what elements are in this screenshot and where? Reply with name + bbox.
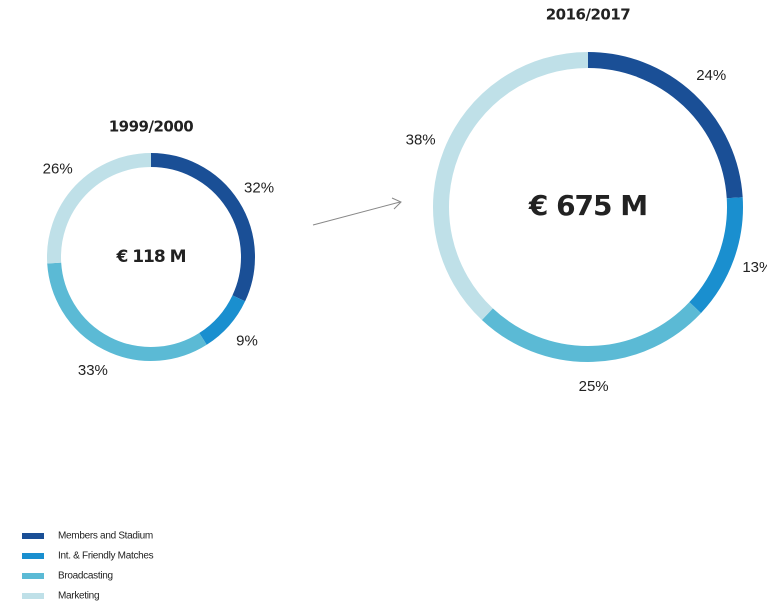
- value-label: 33%: [78, 362, 108, 379]
- total-label: € 118 M: [115, 247, 185, 267]
- value-label: 25%: [579, 378, 609, 395]
- chart-title: 2016/2017: [546, 6, 631, 24]
- arrow: [312, 201, 401, 226]
- value-label: 24%: [696, 67, 726, 84]
- value-label: 32%: [244, 179, 274, 196]
- donut-segment: [587, 52, 743, 199]
- arrow-head: [391, 197, 402, 210]
- chart-title: 1999/2000: [109, 118, 194, 136]
- donut-segment: [150, 153, 255, 302]
- legend-label: Int. & Friendly Matches: [58, 551, 154, 562]
- donut-segment: [689, 197, 743, 314]
- legend-swatch: [22, 593, 44, 599]
- legend-swatch: [22, 553, 44, 559]
- donut-segment: [481, 302, 701, 362]
- legend-label: Broadcasting: [58, 571, 113, 582]
- value-label: 38%: [406, 132, 436, 149]
- value-label: 9%: [236, 333, 258, 350]
- donut-segment: [47, 153, 152, 264]
- legend-label: Members and Stadium: [58, 531, 153, 542]
- donut-segment: [199, 295, 246, 345]
- legend-swatch: [22, 573, 44, 579]
- total-label: € 675 M: [528, 189, 647, 222]
- legend-swatch: [22, 533, 44, 539]
- value-label: 26%: [43, 160, 73, 177]
- legend-label: Marketing: [58, 591, 99, 602]
- value-label: 13%: [742, 259, 767, 276]
- donut-segment: [433, 52, 589, 320]
- donut-segment: [47, 262, 207, 361]
